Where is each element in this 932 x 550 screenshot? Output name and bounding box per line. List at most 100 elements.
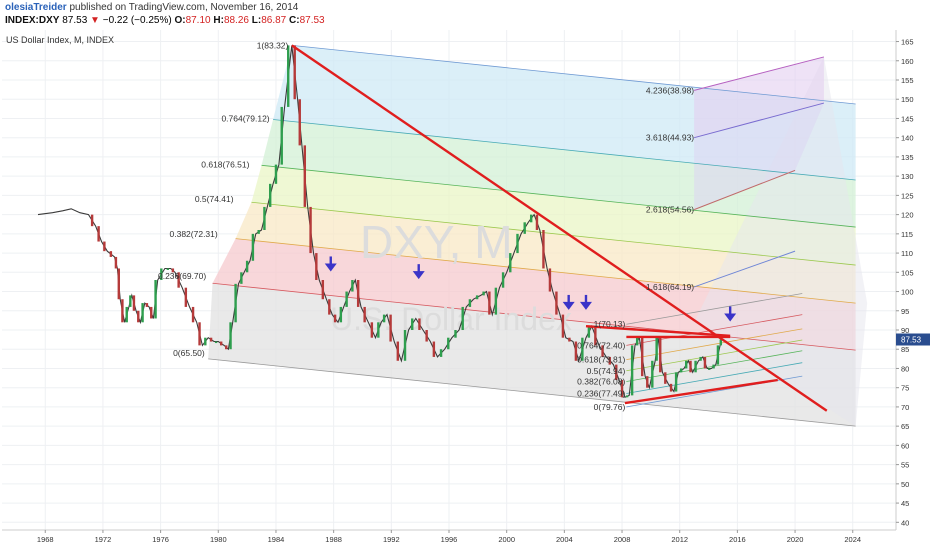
fib-upper-label: 0(65.50)	[173, 348, 205, 358]
candle	[339, 306, 343, 323]
candle	[581, 337, 584, 361]
time-tick-label: 2016	[729, 535, 746, 544]
candle	[298, 99, 301, 146]
candle	[171, 268, 175, 273]
fib-upper-label: 0.5(74.41)	[195, 194, 234, 204]
candle	[655, 337, 658, 361]
candle	[209, 337, 213, 342]
fib-band	[251, 165, 856, 266]
candle	[333, 314, 337, 323]
candle	[166, 268, 170, 270]
price-tick-label: 105	[901, 268, 914, 277]
candle	[97, 226, 100, 242]
open-label: O:	[174, 15, 186, 26]
fib-band	[208, 283, 856, 427]
candle	[535, 214, 539, 230]
fib-lower-line	[626, 362, 803, 394]
candle	[509, 253, 512, 273]
candle	[461, 306, 464, 330]
candle	[568, 337, 571, 342]
candle	[699, 356, 702, 361]
price-tick-label: 60	[901, 441, 909, 450]
watermark-name: U.S. Dollar Index	[330, 301, 572, 337]
fib-level-line	[261, 164, 856, 228]
time-tick-label: 2000	[498, 535, 515, 544]
fib-extension-label: 3.618(44.93)	[646, 133, 694, 143]
price-chart[interactable]: DXY, M U.S. Dollar Index 1(83.32) 0.764(7…	[0, 30, 932, 550]
candle	[635, 337, 639, 346]
fib-upper-label: 1(83.32)	[257, 40, 289, 50]
time-tick-label: 1988	[325, 535, 342, 544]
candle	[447, 337, 450, 350]
candle	[121, 299, 124, 323]
quote-line: INDEX:DXY 87.53 ▼ −0.22 (−0.25%) O:87.10…	[5, 15, 325, 27]
candle	[432, 341, 436, 357]
candle	[516, 233, 519, 254]
time-tick-label: 1972	[95, 535, 112, 544]
fib-upper-label: 0.236(69.70)	[158, 271, 206, 281]
last-price: 87.53	[62, 15, 88, 26]
candle	[114, 256, 118, 269]
candle	[382, 314, 386, 323]
candle	[225, 345, 228, 350]
fib-upper-label: 0.382(72.31)	[170, 229, 218, 239]
candle	[548, 268, 552, 292]
candle	[630, 345, 634, 396]
price-tick-label: 45	[901, 499, 909, 508]
down-arrow-head-icon	[724, 313, 737, 322]
low-label: L:	[251, 15, 262, 26]
candle	[103, 241, 106, 252]
candle	[274, 164, 278, 184]
fib-extension-label: 2.618(54.56)	[646, 205, 694, 215]
candle	[309, 206, 312, 254]
chart-title: US Dollar Index, M, INDEX	[6, 35, 114, 45]
symbol-label[interactable]: INDEX:DXY	[5, 15, 60, 26]
candle	[674, 372, 678, 392]
candle	[145, 303, 149, 307]
fib-level-line	[208, 358, 856, 427]
candle	[620, 380, 624, 398]
candle	[321, 280, 325, 300]
fib-upper-label: 0.764(79.12)	[221, 113, 269, 123]
trend-line	[585, 324, 731, 337]
price-tick-label: 65	[901, 422, 909, 431]
candle	[204, 337, 207, 346]
time-tick-label: 2008	[614, 535, 631, 544]
candle	[191, 306, 195, 323]
candle	[694, 360, 697, 373]
price-tick-label: 135	[901, 153, 914, 162]
price-tick-label: 85	[901, 345, 909, 354]
time-tick-label: 1992	[383, 535, 400, 544]
time-axis[interactable]: 1968 1972 1976 1980 1984 1988 1992 1996 2000 2004…	[2, 529, 896, 544]
chart-header: olesiaTreider published on TradingView.c…	[0, 0, 932, 30]
fib-channel-lines	[208, 44, 856, 427]
candle	[269, 183, 272, 207]
candle	[468, 299, 472, 307]
fib-labels: 1(83.32) 0.764(79.12) 0.618(76.51) 0.5(74.4…	[158, 40, 694, 412]
down-arrow-head-icon	[412, 271, 425, 280]
candle	[356, 280, 360, 307]
candle	[574, 341, 578, 361]
trend-line	[291, 44, 828, 412]
candle	[377, 322, 380, 338]
fib-lower-label: 1(70.13)	[594, 319, 626, 329]
candle	[198, 322, 201, 346]
time-tick-label: 1968	[37, 535, 54, 544]
down-arrow-head-icon	[579, 301, 592, 310]
time-tick-label: 1980	[210, 535, 227, 544]
price-axis[interactable]: 40 45 50 55 60 65 70 75 80 85 90 95 100 105 110 115 120 1…	[895, 30, 932, 550]
candle	[154, 280, 157, 319]
candle	[454, 330, 457, 338]
down-triangle-icon: ▼	[90, 15, 100, 26]
candle	[641, 337, 644, 377]
last-price-badge	[896, 333, 930, 346]
candle	[293, 45, 296, 100]
candle	[389, 314, 392, 342]
candle	[703, 356, 707, 369]
author-link[interactable]: olesiaTreider	[5, 2, 67, 13]
candle	[229, 322, 232, 350]
candle	[132, 295, 136, 311]
candle	[689, 360, 692, 373]
time-tick-label: 2020	[787, 535, 804, 544]
